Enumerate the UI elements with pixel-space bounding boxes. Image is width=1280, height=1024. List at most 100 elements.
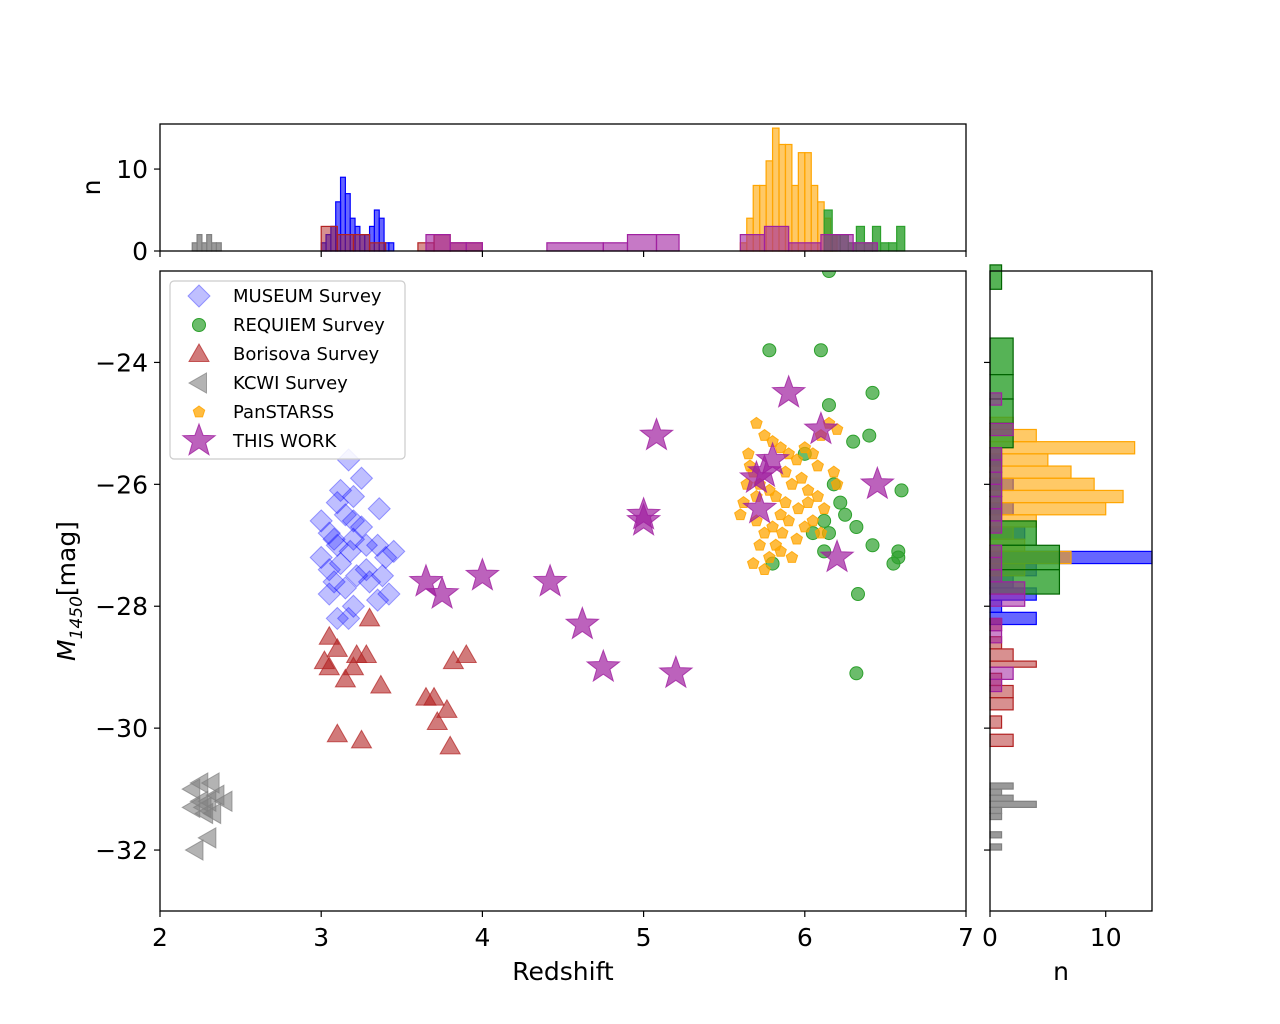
data-point <box>532 563 568 597</box>
data-point <box>817 502 831 515</box>
main-axes-frame <box>159 270 967 912</box>
data-point <box>354 533 379 557</box>
x-tick-label: 6 <box>797 923 813 952</box>
data-point <box>894 483 909 498</box>
data-point <box>859 465 895 500</box>
data-point <box>846 434 861 449</box>
data-point <box>849 666 864 681</box>
hist-bar <box>210 242 218 252</box>
data-point <box>377 582 401 606</box>
main-scatter-plot: 2 3 4 5 6 7 −24 −26 −28 −30 −32 Redshift M1450[mag] <box>52 270 974 986</box>
data-point <box>738 459 775 494</box>
data-point <box>798 441 812 454</box>
data-point <box>382 539 406 564</box>
x-tick-label: 4 <box>474 923 490 952</box>
data-point <box>197 826 217 849</box>
legend-label: PanSTARSS <box>233 402 334 423</box>
data-point <box>317 582 341 606</box>
data-point <box>184 839 204 861</box>
hist-bar <box>989 630 1003 644</box>
data-point <box>821 271 836 278</box>
data-point <box>357 570 382 594</box>
data-point <box>746 556 760 569</box>
data-point <box>309 509 333 533</box>
hist-bar <box>449 242 467 252</box>
data-point <box>762 343 777 358</box>
hist-bar <box>388 242 395 252</box>
x-tick-label: 7 <box>958 923 974 952</box>
data-point <box>436 698 458 718</box>
data-point <box>336 606 361 631</box>
hist-bar <box>989 544 1003 559</box>
data-point <box>769 538 783 551</box>
hist-bar <box>989 648 1014 662</box>
hist-bar <box>989 392 1003 406</box>
data-point <box>342 656 365 676</box>
right-histogram: 0 10 n <box>982 264 1153 986</box>
legend-marker-circle <box>192 318 206 332</box>
hist-bar <box>989 477 1095 492</box>
y-tick-label: −24 <box>95 348 148 377</box>
data-point <box>850 587 865 602</box>
legend-entry: KCWI Survey <box>187 372 348 394</box>
data-point <box>334 668 357 688</box>
hist-bar <box>989 806 1003 815</box>
hist-bar <box>788 242 822 252</box>
hist-bar <box>336 234 355 252</box>
data-point <box>792 502 805 515</box>
hist-bar <box>989 617 1003 632</box>
data-point <box>338 539 362 564</box>
data-point <box>341 484 366 509</box>
hist-bar <box>879 242 890 252</box>
data-point <box>658 654 694 689</box>
hist-bar <box>352 234 371 252</box>
hist-bar <box>989 843 1003 851</box>
data-point <box>455 643 478 663</box>
data-point <box>192 796 212 819</box>
data-point <box>326 723 349 743</box>
data-point <box>801 496 815 508</box>
data-point <box>814 526 828 539</box>
data-point <box>317 521 341 545</box>
series-museum-survey <box>309 448 406 631</box>
right-x-axis-label: n <box>1053 957 1069 986</box>
data-point <box>774 441 787 454</box>
data-point <box>322 527 346 551</box>
hist-bar <box>602 242 629 252</box>
hist-bar <box>546 242 604 252</box>
data-point <box>424 575 460 609</box>
hist-bar <box>989 581 1026 595</box>
hist-bar <box>989 800 1037 808</box>
y-axis-label-symbol: M <box>52 639 81 661</box>
data-point <box>817 513 832 528</box>
data-point <box>322 570 346 594</box>
hist-bar <box>989 483 1003 498</box>
data-point <box>373 545 398 570</box>
legend-label: KCWI Survey <box>233 373 348 394</box>
data-point <box>785 477 799 490</box>
legend-entry: REQUIEM Survey <box>192 315 385 336</box>
data-point <box>358 607 381 627</box>
data-point <box>803 411 839 445</box>
y-tick-label: −30 <box>95 714 148 743</box>
hist-bar <box>989 520 1003 534</box>
data-point <box>344 564 369 588</box>
hist-bar <box>989 733 1014 748</box>
legend-label: Borisova Survey <box>233 344 380 365</box>
hist-bar <box>196 234 203 252</box>
data-point <box>811 489 824 502</box>
data-point <box>771 374 807 408</box>
hist-bar <box>989 508 1003 522</box>
data-point <box>865 538 880 553</box>
data-point <box>202 802 222 825</box>
hist-bar <box>989 471 1003 485</box>
y-axis-label-subscript: 1450 <box>67 596 87 639</box>
data-point <box>833 495 848 510</box>
data-point <box>369 674 392 694</box>
y-tick-label: −26 <box>95 470 148 499</box>
legend-marker-diamond <box>187 284 211 308</box>
y-tick-label: −32 <box>95 836 148 865</box>
data-point <box>355 643 378 663</box>
hist-bar <box>655 234 680 252</box>
